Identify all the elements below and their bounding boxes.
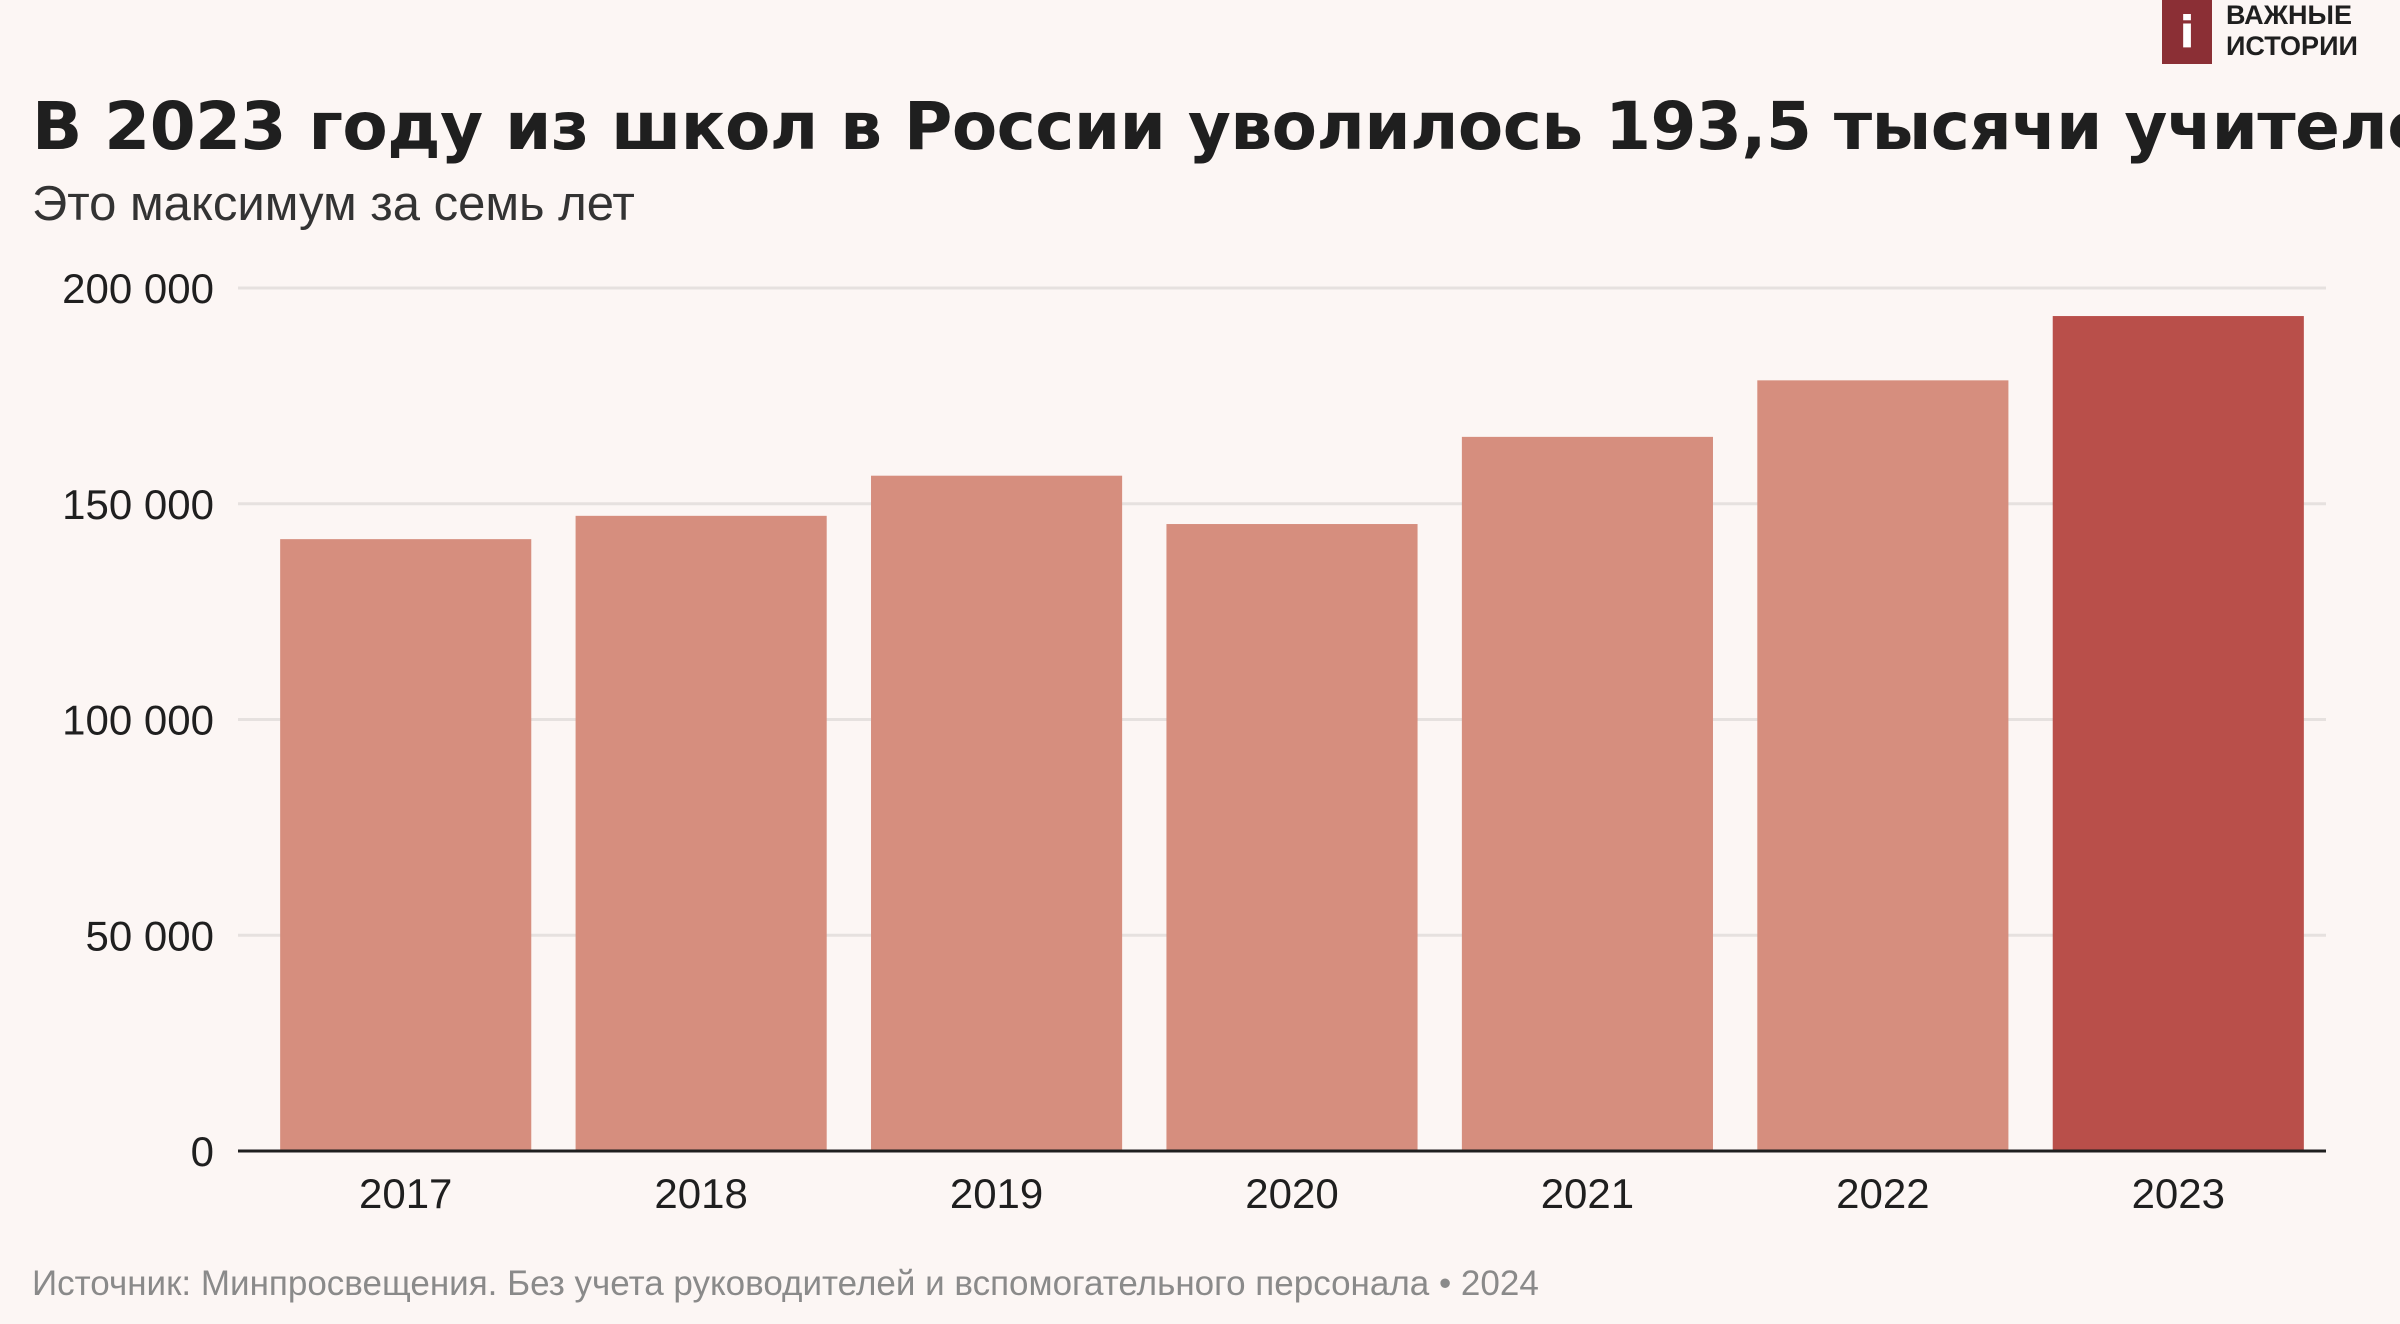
y-tick-label: 100 000 <box>62 697 214 744</box>
logo-line-1: ВАЖНЫЕ <box>2226 0 2352 30</box>
bar-2021 <box>1461 436 1713 1151</box>
y-tick-label: 200 000 <box>62 265 214 312</box>
chart-subtitle: Это максимум за семь лет <box>32 177 635 231</box>
chart-title: В 2023 году из школ в России уволилось 1… <box>32 88 2400 165</box>
y-tick-label: 50 000 <box>86 912 214 959</box>
bar-2020 <box>1166 524 1418 1151</box>
x-tick-label: 2023 <box>2132 1170 2225 1217</box>
bar-2019 <box>871 475 1123 1151</box>
logo-line-2: ИСТОРИИ <box>2226 31 2358 61</box>
x-tick-label: 2019 <box>950 1170 1043 1217</box>
x-tick-label: 2020 <box>1245 1170 1338 1217</box>
logo-text: ВАЖНЫЕ ИСТОРИИ <box>2226 0 2358 62</box>
x-tick-label: 2017 <box>359 1170 452 1217</box>
bar-2022 <box>1757 380 2009 1151</box>
y-tick-label: 0 <box>191 1128 214 1175</box>
bar-2023 <box>2052 316 2304 1151</box>
bar-2017 <box>280 539 532 1151</box>
source-note: Источник: Минпросвещения. Без учета руко… <box>32 1264 1539 1303</box>
brand-logo: i ВАЖНЫЕ ИСТОРИИ <box>2162 0 2382 66</box>
logo-mark-icon: i <box>2162 0 2212 64</box>
x-tick-label: 2022 <box>1836 1170 1929 1217</box>
x-tick-label: 2021 <box>1541 1170 1634 1217</box>
bar-2018 <box>575 515 827 1151</box>
y-tick-label: 150 000 <box>62 481 214 528</box>
x-tick-label: 2018 <box>654 1170 747 1217</box>
